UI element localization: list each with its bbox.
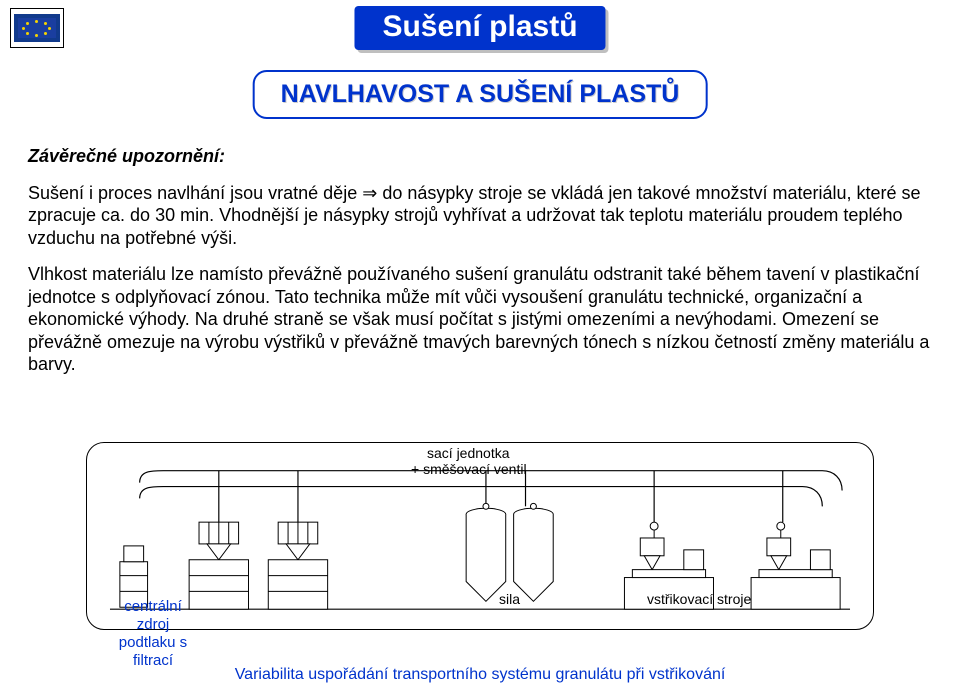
caption-left-l2: zdroj [137,616,170,633]
body-text: Závěrečné upozornění: Sušení i proces na… [28,145,932,390]
caption-main: Variabilita uspořádání transportního sys… [0,666,960,684]
diagram-label-suction-b: + směšovací ventil [411,461,527,477]
diagram-label-silos: sila [499,591,520,607]
page-title: Sušení plastů [354,6,605,50]
paragraph-2: Vlhkost materiálu lze namísto převážně p… [28,263,932,376]
machine-2-icon [751,522,840,609]
silo-1-icon [466,503,506,601]
suction-unit-2-icon [268,522,327,609]
esf-logo-inner [14,14,60,42]
paragraph-1: Sušení i proces navlhání jsou vratné děj… [28,182,932,250]
caption-left-l3: podtlaku s [119,634,187,651]
arrow-icon: ⇒ [362,183,377,203]
page-subtitle: NAVLHAVOST A SUŠENÍ PLASTŮ [253,70,708,119]
suction-unit-1-icon [189,522,248,609]
diagram-label-suction-a: sací jednotka [427,445,510,461]
diagram-label-machines: vstřikovací stroje [647,591,751,607]
p1-part-a: Sušení i proces navlhání jsou vratné děj… [28,183,362,203]
intro-label: Závěrečné upozornění: [28,146,225,166]
esf-logo [10,8,64,48]
caption-left: centrální zdroj podtlaku s filtrací [98,598,208,670]
silo-2-icon [514,503,554,601]
eu-flag-icon [18,18,56,38]
slide-page: Sušení plastů NAVLHAVOST A SUŠENÍ PLASTŮ… [0,0,960,694]
caption-left-l1: centrální [124,598,182,615]
